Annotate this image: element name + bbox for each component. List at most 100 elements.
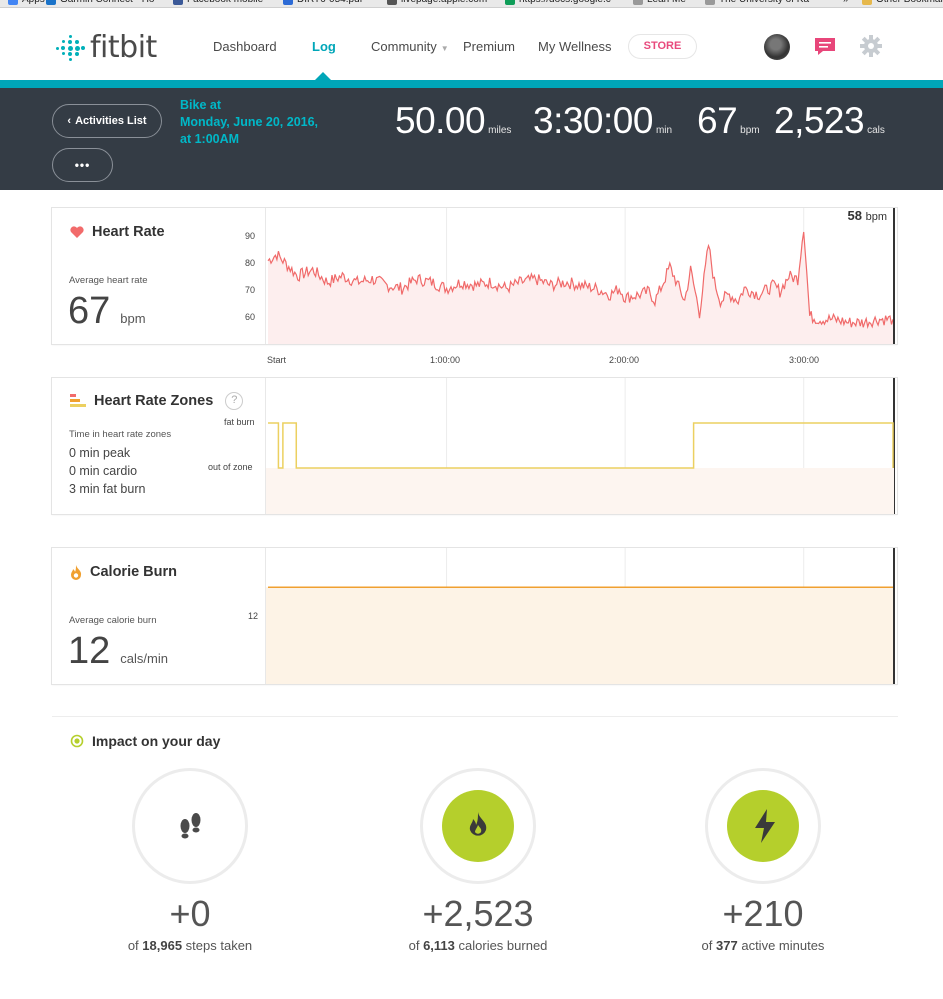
bookmark-item[interactable]: livepage.apple.com: [387, 0, 487, 5]
current-heart-rate-value: 58: [847, 208, 862, 223]
bookmark-item[interactable]: Facebook mobile: [173, 0, 263, 5]
bookmark-item[interactable]: Apps: [8, 0, 45, 5]
bookmark-icon: [283, 0, 293, 5]
bookmark-label: DIRT6-054.pdf: [297, 0, 362, 5]
zones-y-label-fat-burn: fat burn: [224, 417, 255, 427]
bookmark-item[interactable]: Garmin Connect - Ho: [46, 0, 154, 5]
activities-list-button[interactable]: ‹ Activities List: [52, 104, 162, 138]
stat-calories: 2,523 cals: [774, 100, 885, 142]
hr-y-tick: 80: [245, 258, 256, 268]
brand-name: fitbit: [90, 30, 157, 65]
bookmark-item[interactable]: DIRT6-054.pdf: [283, 0, 362, 5]
bookmark-item[interactable]: https://docs.google.c: [505, 0, 611, 5]
bookmark-label: Apps: [22, 0, 45, 5]
bookmark-icon: [505, 0, 515, 5]
nav-community-label: Community: [371, 39, 437, 54]
current-heart-rate-unit: bpm: [865, 211, 887, 223]
heart-rate-chart[interactable]: [266, 208, 897, 344]
more-options-button[interactable]: •••: [52, 148, 113, 182]
bookmark-icon: [633, 0, 643, 5]
activity-title-line-2: Monday, June 20, 2016,: [180, 115, 319, 129]
bookmark-icon: [46, 0, 56, 5]
bookmark-label: livepage.apple.com: [401, 0, 487, 5]
zones-chart-svg: [266, 378, 895, 514]
heart-rate-line: [267, 231, 894, 330]
stat-heart-rate-unit: bpm: [740, 125, 760, 136]
heart-rate-area: [268, 232, 893, 344]
top-navigation: fitbit Dashboard Log Community ▼ Premium …: [0, 8, 943, 80]
hr-y-tick: 90: [245, 231, 256, 241]
calorie-y-tick: 12: [248, 611, 259, 621]
calorie-chart[interactable]: [266, 548, 897, 684]
avatar[interactable]: [764, 34, 790, 60]
avg-calorie-label: Average calorie burn: [69, 615, 157, 626]
bookmarks-bar: Apps Garmin Connect - Ho Facebook mobile DI…: [0, 0, 943, 8]
stat-distance: 50.00 miles: [395, 100, 511, 142]
heart-icon: [70, 226, 84, 238]
bookmark-label: Lean Me: [647, 0, 686, 5]
steps-suffix: steps taken: [185, 938, 253, 953]
bolt-icon: [755, 809, 775, 843]
hr-y-tick: 60: [245, 312, 256, 322]
time-tick: Start: [267, 355, 287, 365]
fitbit-logo[interactable]: fitbit: [56, 30, 157, 65]
calorie-area: [266, 587, 894, 684]
zones-y-label-out-of-zone: out of zone: [208, 462, 253, 472]
heart-rate-title-text: Heart Rate: [92, 224, 165, 240]
gear-icon[interactable]: [860, 35, 882, 62]
nav-dashboard[interactable]: Dashboard: [213, 39, 277, 54]
fitbit-dots-icon: [56, 34, 85, 61]
bookmark-label: »: [843, 0, 849, 5]
stat-heart-rate-value: 67: [697, 100, 738, 141]
active-of: of: [701, 938, 713, 953]
nav-premium[interactable]: Premium: [463, 39, 516, 54]
store-button[interactable]: STORE: [628, 34, 697, 59]
stat-heart-rate: 67 bpm: [697, 100, 760, 142]
stat-calories-unit: cals: [867, 125, 885, 136]
calories-ring: [420, 768, 536, 884]
bookmark-icon: [173, 0, 183, 5]
nav-community[interactable]: Community ▼: [371, 39, 449, 54]
current-heart-rate: 58 bpm: [848, 208, 888, 223]
nav-my-wellness[interactable]: My Wellness: [538, 39, 612, 54]
bookmark-icon: [705, 0, 715, 5]
zones-chart[interactable]: [266, 378, 897, 514]
zones-label: Time in heart rate zones: [69, 429, 172, 440]
calories-suffix: calories burned: [458, 938, 548, 953]
bookmark-label: The University of Ka: [719, 0, 809, 5]
calories-total: 6,113: [423, 938, 455, 953]
caret-down-icon: ▼: [440, 44, 449, 53]
time-tick: 3:00:00: [789, 355, 820, 365]
time-tick: 2:00:00: [609, 355, 640, 365]
activities-list-label: Activities List: [75, 115, 147, 127]
avg-heart-rate-unit: bpm: [120, 311, 146, 326]
impact-title: Impact on your day: [70, 733, 220, 749]
bookmark-label: Other Bookmarks: [876, 0, 943, 5]
bookmark-item[interactable]: Other Bookmarks: [862, 0, 943, 5]
calorie-burn-card: Calorie Burn Average calorie burn 12 cals…: [52, 548, 897, 684]
stat-duration-value: 3:30:00: [533, 100, 653, 141]
bookmark-item[interactable]: Lean Me: [633, 0, 686, 5]
steps-total: 18,965: [142, 938, 183, 953]
calorie-summary: Calorie Burn Average calorie burn 12 cals…: [52, 548, 266, 684]
help-icon[interactable]: ?: [225, 392, 244, 410]
zones-title-text: Heart Rate Zones: [94, 393, 214, 409]
messages-icon[interactable]: [814, 37, 836, 62]
avg-calorie-unit: cals/min: [120, 651, 168, 666]
stat-distance-value: 50.00: [395, 100, 486, 141]
calories-impact-value: +2,523: [422, 893, 534, 934]
flame-icon: [71, 564, 82, 580]
bookmark-item[interactable]: The University of Ka: [705, 0, 809, 5]
bookmark-item[interactable]: »: [843, 0, 849, 5]
stat-distance-unit: miles: [488, 125, 512, 136]
calories-impact-detail: of 6,113 calories burned: [368, 938, 588, 953]
nav-log[interactable]: Log: [312, 39, 336, 54]
zones-bars-icon: [70, 394, 86, 407]
steps-impact-value: +0: [169, 893, 211, 934]
header-accent-strip: [0, 80, 943, 88]
zones-summary: Heart Rate Zones ? Time in heart rate zo…: [52, 378, 266, 514]
stat-duration-unit: min: [655, 125, 673, 136]
heart-rate-card: Heart Rate Average heart rate 67 bpm 90 8…: [52, 208, 897, 344]
avg-calorie-value: 12: [68, 630, 111, 672]
chevron-left-icon: ‹: [67, 115, 72, 127]
